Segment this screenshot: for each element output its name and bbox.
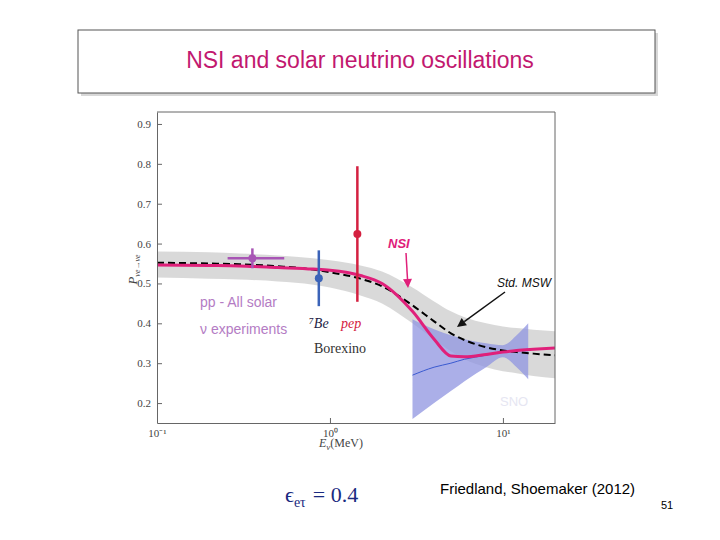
y-axis-title: Pνe→νe xyxy=(125,254,142,286)
y-tick: 0.3 xyxy=(137,357,162,369)
point xyxy=(353,230,361,238)
y-tick-label: 0.4 xyxy=(137,317,151,329)
label-arrow-head xyxy=(457,318,467,327)
x-axis-line xyxy=(158,423,556,424)
y-tick-label: 0.9 xyxy=(137,118,151,130)
frame-top xyxy=(157,112,555,113)
y-tick-label: 0.3 xyxy=(137,357,151,369)
y-tick: 0.4 xyxy=(137,317,162,329)
y-tick-label: 0.2 xyxy=(137,397,151,409)
annotation: Borexino xyxy=(314,341,366,356)
frame-right xyxy=(555,112,556,423)
y-tick: 0.9 xyxy=(137,118,162,130)
x-tick-mark xyxy=(157,418,158,423)
series-label: ⁷Be xyxy=(309,316,329,331)
x-tick: 10⁻¹ xyxy=(148,418,166,439)
x-tick: 10¹ xyxy=(496,418,510,439)
line xyxy=(412,349,528,375)
label-arrow-shaft xyxy=(406,253,407,279)
y-axis-line xyxy=(157,113,158,424)
y-tick-label: 0.7 xyxy=(137,198,151,210)
y-tick-label: 0.8 xyxy=(137,158,151,170)
line xyxy=(157,263,555,356)
annotation: pp - All solar xyxy=(200,294,277,310)
y-tick-mark xyxy=(157,363,162,364)
label-arrow-head xyxy=(403,279,412,288)
parameter-rest: = 0.4 xyxy=(313,482,358,507)
y-tick-mark xyxy=(157,164,162,165)
annotation: ν experiments xyxy=(200,321,287,337)
series-label: Std. MSW xyxy=(497,276,553,290)
y-tick-mark xyxy=(157,403,162,404)
label-arrow xyxy=(457,292,505,327)
marks xyxy=(157,166,555,419)
y-tick: 0.5 xyxy=(137,277,162,289)
title: NSI and solar neutrino oscillations xyxy=(186,47,534,73)
chart-svg: NSI and solar neutrino oscillations 0.2 0.… xyxy=(0,0,720,540)
x-axis-title: Eν(MeV) xyxy=(318,436,363,452)
y-tick: 0.8 xyxy=(137,158,162,170)
plot-area xyxy=(157,112,555,423)
parameter: ϵeτ = 0.4 xyxy=(285,482,358,510)
y-tick: 0.7 xyxy=(137,198,162,210)
y-tick-mark xyxy=(157,204,162,205)
x-tick-label: 10⁻¹ xyxy=(148,427,166,439)
line xyxy=(157,265,555,357)
parameter-base: ϵ xyxy=(285,482,294,507)
point xyxy=(315,274,323,282)
title-box xyxy=(78,30,655,93)
series-label: pep xyxy=(340,316,361,331)
y-title-base: P xyxy=(125,277,140,286)
y-tick-mark xyxy=(157,124,162,125)
citation: Friedland, Shoemaker (2012) xyxy=(440,480,635,497)
chart-root: NSI and solar neutrino oscillations 0.2 0.… xyxy=(0,0,720,540)
x-tick-mark xyxy=(330,418,331,423)
y-title-sub: νe→νe xyxy=(133,254,142,277)
y-tick: 0.6 xyxy=(137,238,162,250)
parameter-sub: eτ xyxy=(294,495,306,510)
y-tick-mark xyxy=(157,283,162,284)
series-label: SNO xyxy=(500,394,528,409)
series-label: NSI xyxy=(388,236,410,251)
label-arrow-shaft xyxy=(464,292,505,322)
point xyxy=(248,254,256,262)
x-tick-mark xyxy=(503,418,504,423)
x-tick-label: 10¹ xyxy=(496,427,510,439)
y-tick-mark xyxy=(157,244,162,245)
y-tick: 0.2 xyxy=(137,397,162,409)
y-tick-label: 0.6 xyxy=(137,238,151,250)
x-title-rest: (MeV) xyxy=(330,436,363,450)
y-tick-mark xyxy=(157,323,162,324)
page-number: 51 xyxy=(661,499,673,511)
label-arrow xyxy=(403,253,412,288)
